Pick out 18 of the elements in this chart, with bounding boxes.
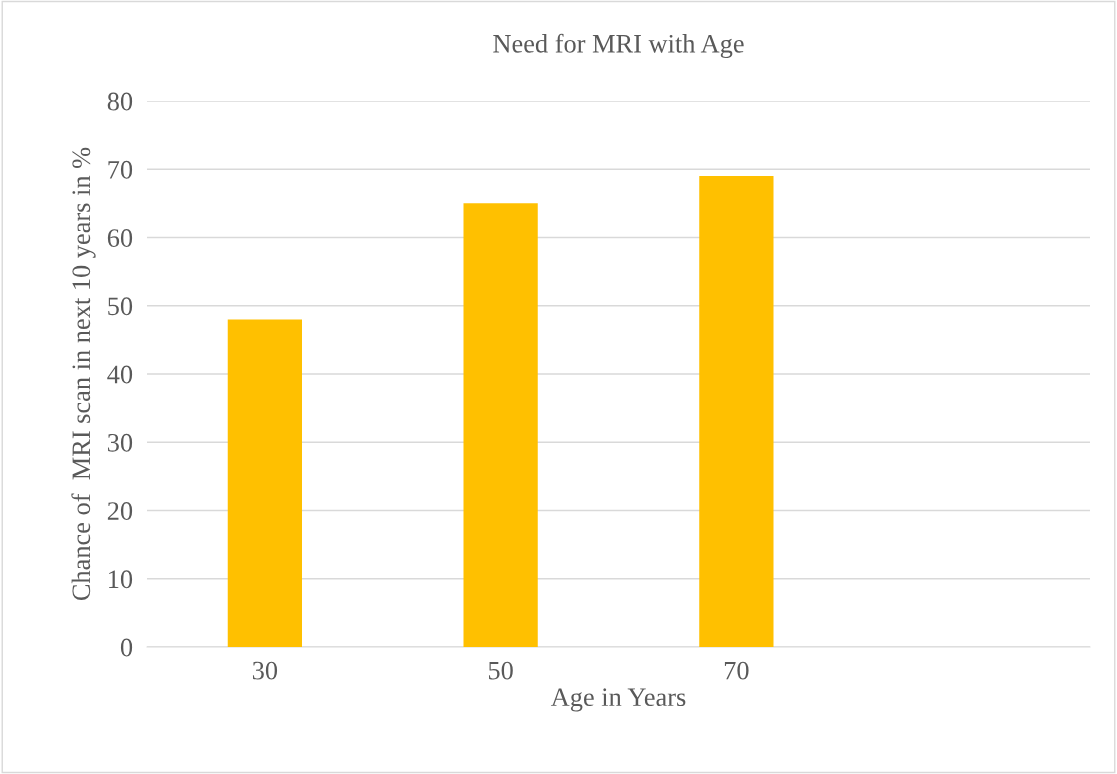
chart-title: Need for MRI with Age	[493, 33, 744, 59]
x-tick-label: 70	[724, 661, 749, 680]
x-tick-label: 30	[252, 661, 278, 680]
y-tick-label: 0	[120, 638, 133, 657]
y-tick-label: 50	[108, 297, 133, 316]
y-tick-label: 80	[107, 92, 133, 111]
bar	[699, 176, 774, 647]
y-tick-label: 60	[107, 229, 133, 247]
x-tick-label: 50	[488, 661, 513, 680]
y-tick-label: 40	[107, 365, 133, 384]
y-axis-title: Chance of MRI scan in next 10 years in %	[71, 147, 96, 601]
y-tick-label: 20	[107, 502, 133, 520]
y-tick-label: 30	[107, 433, 133, 452]
y-tick-label: 70	[108, 160, 133, 179]
x-axis-title: Age in Years	[550, 688, 686, 712]
y-tick-label: 10	[109, 570, 133, 589]
bar	[463, 203, 538, 647]
bar	[227, 319, 303, 647]
